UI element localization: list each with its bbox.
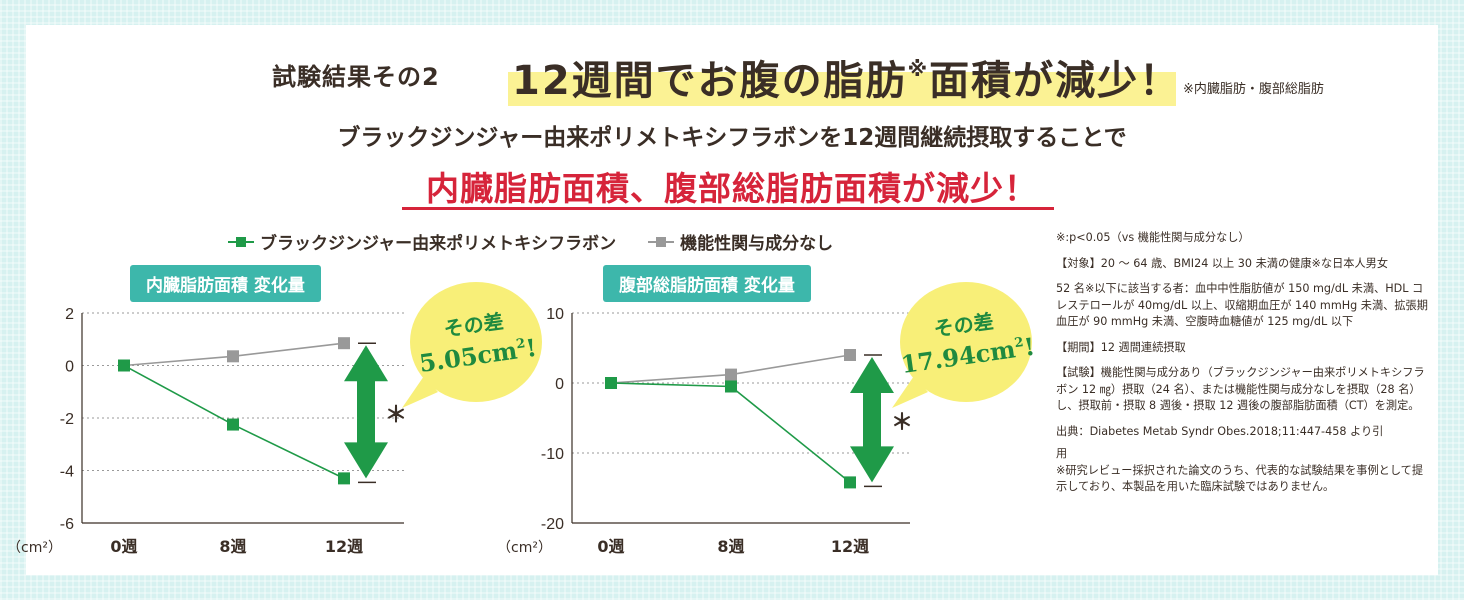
note-significance: ※:p<0.05（vs 機能性関与成分なし） xyxy=(1056,231,1250,244)
chart2-xtick-label: 0週 xyxy=(597,537,624,556)
chart2-callout-bubble xyxy=(900,282,1032,402)
headline-tail: 面積が減少！ xyxy=(929,58,1182,104)
note-trial: 【試験】機能性関与成分あり（ブラックジンジャー由来ポリメトキシフラボン 12 ㎎… xyxy=(1056,366,1425,412)
chart2-xtick-label: 12週 xyxy=(831,537,869,556)
chart1-series1-point xyxy=(338,472,350,485)
chart1-significance-mark: ＊ xyxy=(385,403,407,428)
note-criteria: 52 名※以下に該当する者：血中中性脂肪値が 150 mg/dL 未満、HDL … xyxy=(1056,282,1428,328)
subheading-underline xyxy=(402,207,1054,210)
chart2-title: 腹部総脂肪面積 変化量 xyxy=(603,265,811,302)
legend-swatch-series1 xyxy=(228,236,254,248)
note-subjects: 【対象】20 ～ 64 歳、BMI24 以上 30 未満の健康※な日本人男女 xyxy=(1056,256,1389,270)
chart1-series1-point xyxy=(227,418,239,431)
legend-swatch-series2 xyxy=(648,236,675,248)
subheading-line1: ブラックジンジャー由来ポリメトキシフラボンを12週間継続摂取することで xyxy=(337,125,1127,151)
legend-label-series1: ブラックジンジャー由来ポリメトキシフラボン xyxy=(260,234,617,254)
chart1-series2-point xyxy=(227,350,239,363)
chart1-xtick-label: 8週 xyxy=(219,537,246,556)
chart1-xtick-label: 0週 xyxy=(110,537,137,556)
chart2-xtick-label: 8週 xyxy=(717,537,744,556)
chart1-series1-point xyxy=(118,359,130,372)
chart1-xtick-label: 12週 xyxy=(325,537,363,556)
note-source-cont: 用 xyxy=(1056,447,1068,460)
chart1-ytick-label: -2 xyxy=(60,411,74,428)
legend-item-series2: 機能性関与成分なし xyxy=(648,229,833,254)
chart2-ytick-label: 10 xyxy=(546,306,564,323)
subheading-line2: 内臓脂肪面積、腹部総脂肪面積が減少！ xyxy=(426,169,1038,208)
headline-note: ※内臓脂肪・腹部総脂肪 xyxy=(1183,82,1324,97)
legend-label-series2: 機能性関与成分なし xyxy=(680,234,834,254)
chart1-callout-bubble xyxy=(410,282,542,402)
chart1-series2-point xyxy=(338,337,350,350)
headline: 12週間でお腹の脂肪※面積が減少！ xyxy=(512,48,1181,106)
chart1-title: 内臓脂肪面積 変化量 xyxy=(130,265,321,302)
headline-mark: ※ xyxy=(907,57,930,81)
legend-item-series1: ブラックジンジャー由来ポリメトキシフラボン xyxy=(228,229,616,254)
footnotes: ※:p<0.05（vs 機能性関与成分なし） 【対象】20 ～ 64 歳、BMI… xyxy=(1056,230,1434,505)
chart1-ytick-label: -4 xyxy=(60,464,74,481)
chart2-series1-point xyxy=(605,377,617,389)
chart2-series1-line xyxy=(610,382,851,484)
note-period: 【期間】12 週間連続摂取 xyxy=(1056,340,1186,354)
chart2-difference-arrow xyxy=(850,357,894,483)
note-source: 出典：Diabetes Metab Syndr Obes.2018;11:447… xyxy=(1056,424,1384,438)
chart2-series2-point xyxy=(844,349,856,361)
chart2-significance-mark: ＊ xyxy=(891,411,913,436)
headline-highlight xyxy=(508,72,1176,106)
chart2-ytick-label: 0 xyxy=(555,376,564,393)
chart1-ytick-label: -6 xyxy=(60,516,74,533)
chart1-ytick-label: 2 xyxy=(65,306,74,323)
chart2-ytick-label: -20 xyxy=(541,516,564,533)
chart-legend: ブラックジンジャー由来ポリメトキシフラボン 機能性関与成分なし xyxy=(228,229,859,254)
chart1-difference-arrow xyxy=(344,345,388,479)
chart2-series2-point xyxy=(725,368,737,381)
chart2-series1-point xyxy=(725,380,737,393)
chart2-unit-label: （cm²） xyxy=(497,540,552,556)
headline-text: 12週間でお腹の脂肪 xyxy=(512,58,908,104)
chart1-unit-label: （cm²） xyxy=(7,540,62,556)
note-disclaimer: ※研究レビュー採択された論文のうち、代表的な試験結果を事例として提示しており、本… xyxy=(1056,463,1424,494)
result-label: 試験結果その2 xyxy=(272,63,440,91)
chart1-ytick-label: 0 xyxy=(65,359,74,376)
chart2-series1-point xyxy=(844,476,856,489)
chart2-ytick-label: -10 xyxy=(541,446,564,463)
